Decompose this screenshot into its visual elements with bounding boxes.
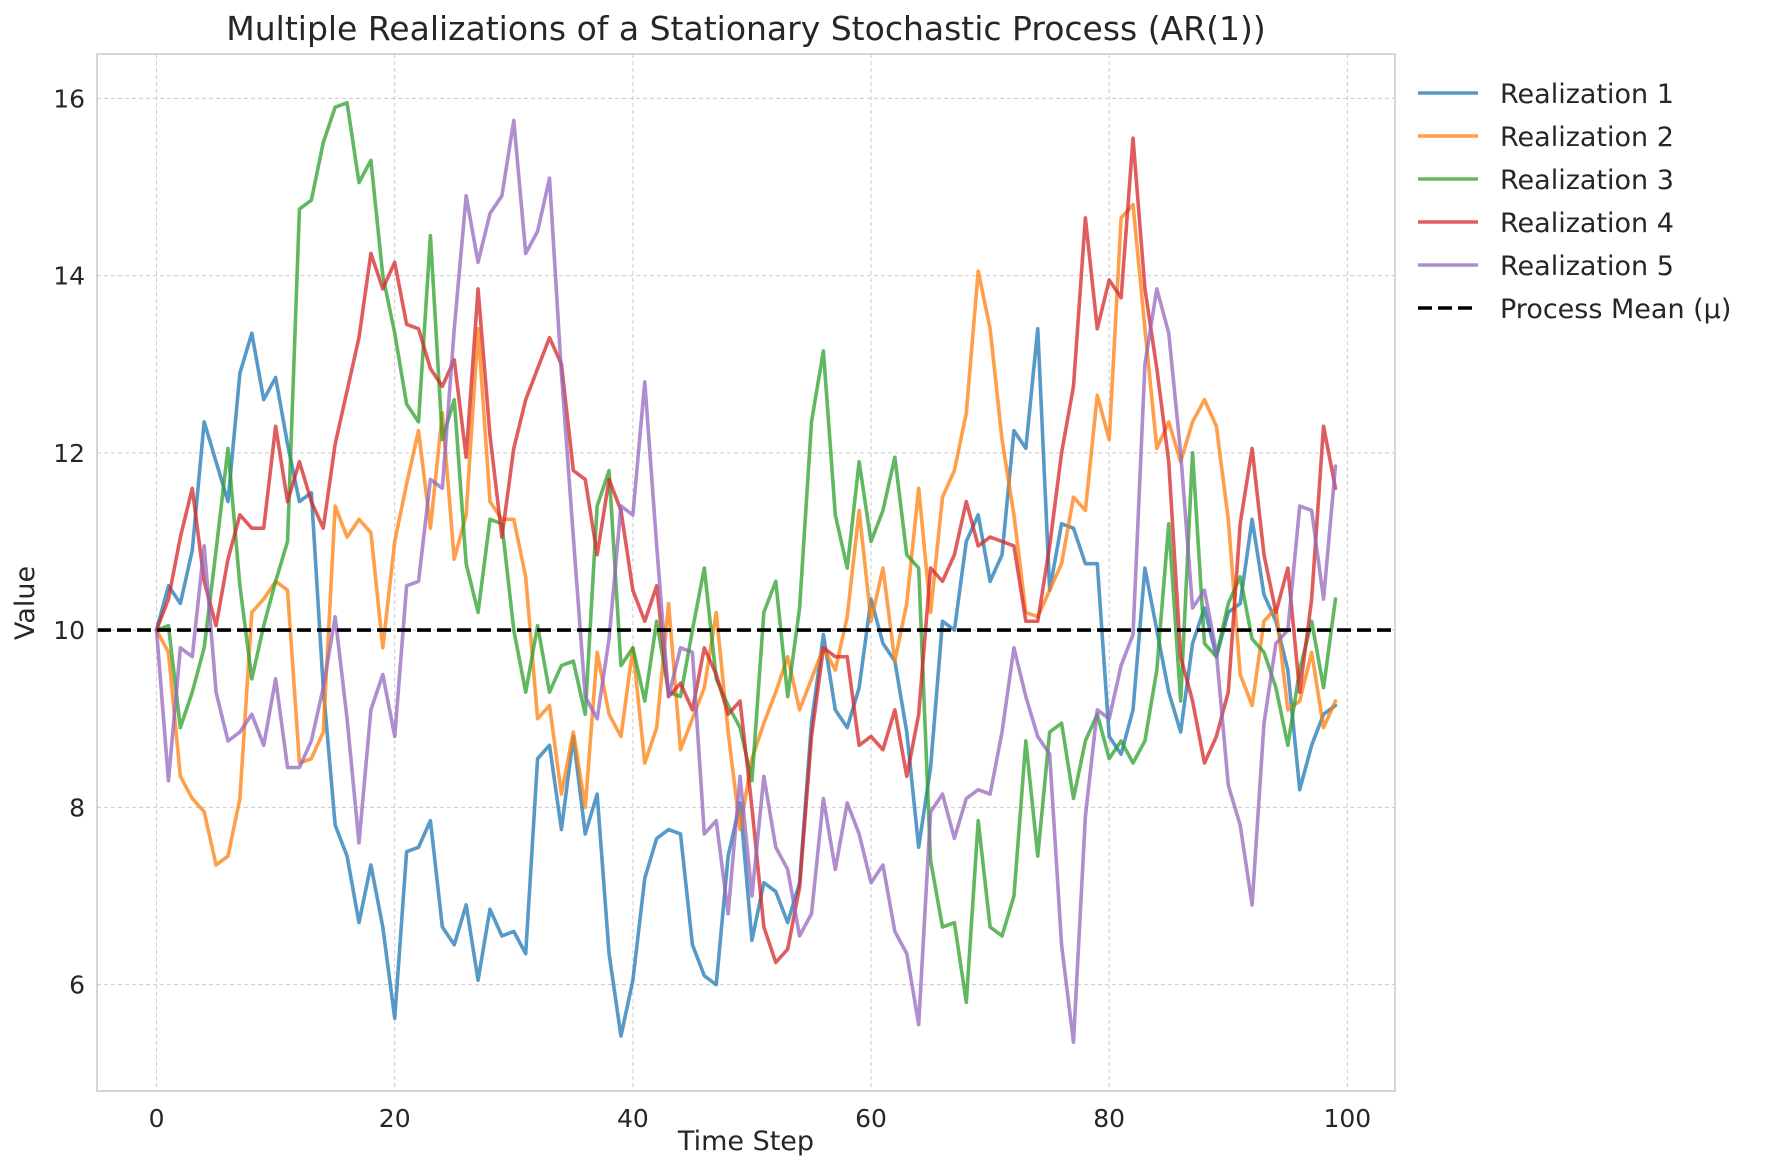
series-line-realization-2 — [154, 202, 1338, 867]
y-tick-label: 6 — [69, 971, 85, 1000]
legend-label-process-mean: Process Mean (μ) — [1500, 294, 1731, 325]
y-tick-label: 16 — [53, 84, 85, 113]
y-tick-label: 8 — [69, 793, 85, 822]
series-line-realization-5 — [154, 118, 1338, 1045]
x-axis-ticks: 0 20 40 60 80 100 — [149, 1104, 1372, 1133]
series-line-realization-1 — [154, 326, 1338, 1038]
x-axis-label: Time Step — [677, 1126, 814, 1157]
series-group — [154, 100, 1338, 1045]
chart-title: Multiple Realizations of a Stationary St… — [226, 9, 1265, 48]
y-tick-label: 10 — [53, 616, 85, 645]
legend-label-realization-2: Realization 2 — [1500, 122, 1674, 153]
x-tick-label: 100 — [1324, 1104, 1372, 1133]
x-tick-label: 20 — [379, 1104, 411, 1133]
plot-frame — [96, 53, 1396, 1092]
y-tick-label: 12 — [53, 439, 85, 468]
y-axis-label: Value — [10, 566, 41, 640]
legend-label-realization-3: Realization 3 — [1500, 165, 1674, 196]
legend-label-realization-4: Realization 4 — [1500, 208, 1674, 239]
x-tick-label: 60 — [855, 1104, 887, 1133]
x-tick-label: 40 — [617, 1104, 649, 1133]
legend: Realization 1 Realization 2 Realization 3 R… — [1418, 79, 1731, 325]
legend-label-realization-5: Realization 5 — [1500, 251, 1674, 282]
y-tick-label: 14 — [53, 262, 85, 291]
x-tick-label: 0 — [149, 1104, 165, 1133]
x-tick-label: 80 — [1093, 1104, 1125, 1133]
series-line-realization-4 — [154, 136, 1338, 965]
y-axis-ticks: 6 8 10 12 14 16 — [53, 84, 85, 999]
legend-label-realization-1: Realization 1 — [1500, 79, 1674, 110]
